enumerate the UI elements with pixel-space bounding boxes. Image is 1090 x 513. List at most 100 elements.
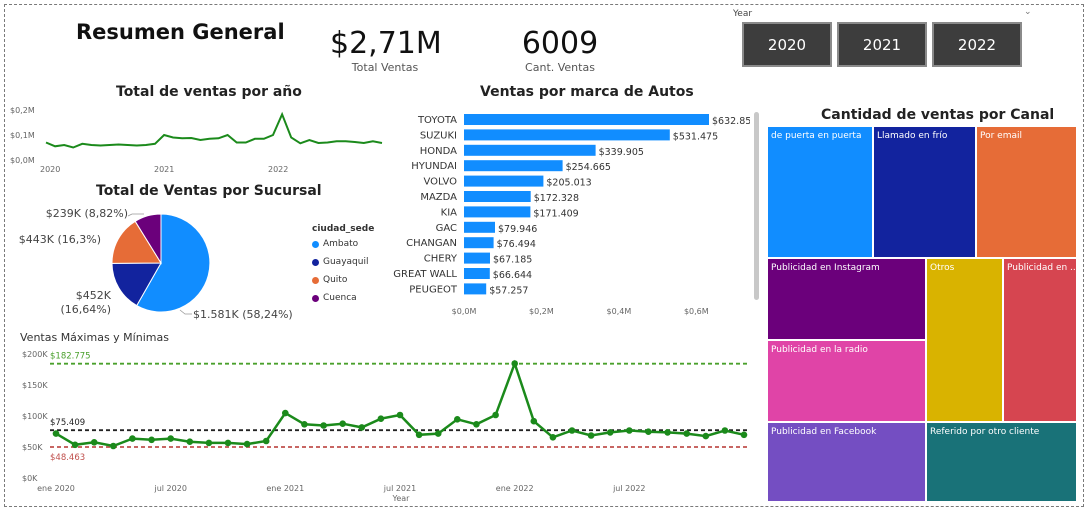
x-tick: $0,6M <box>684 307 709 316</box>
data-point <box>377 415 385 422</box>
year-button-2021[interactable]: 2021 <box>837 22 927 67</box>
data-point <box>282 409 289 417</box>
bar-honda <box>464 144 596 156</box>
kpi-total-ventas: $2,71M Total Ventas <box>330 26 442 74</box>
data-point <box>434 430 442 437</box>
x-tick: 2022 <box>268 165 288 174</box>
bar-chart-scrollbar[interactable] <box>754 112 759 300</box>
bar-hyundai <box>464 160 563 172</box>
data-point <box>530 417 538 425</box>
year-button-2022[interactable]: 2022 <box>932 22 1022 67</box>
bar-suzuki <box>464 129 670 141</box>
data-point <box>549 434 557 441</box>
bar-value-label: $339.905 <box>599 147 644 158</box>
x-tick: 2021 <box>154 165 174 174</box>
bar-category-label: PEUGEOT <box>409 284 458 295</box>
kpi-cant-ventas: 6009 Cant. Ventas <box>515 26 605 74</box>
bar-value-label: $172.328 <box>534 193 579 204</box>
y-tick: $100K <box>22 412 48 421</box>
y-tick: $0,2M <box>10 106 35 115</box>
data-point <box>721 427 729 434</box>
data-point <box>320 422 327 429</box>
x-tick: jul 2021 <box>383 484 416 493</box>
y-tick: $0,1M <box>10 131 35 140</box>
data-point <box>740 431 748 439</box>
bar-value-label: $531.475 <box>673 131 718 142</box>
bar-value-label: $76.494 <box>497 239 536 250</box>
bar-toyota <box>464 114 709 125</box>
chart-title-ventas-marca: Ventas por marca de Autos <box>480 84 694 100</box>
y-tick: $150K <box>22 381 48 390</box>
data-point <box>568 427 576 434</box>
bar-value-label: $632.851 <box>712 116 750 127</box>
chart-ventas-marca: TOYOTA $632.851 SUZUKI $531.475 HONDA $339.90… <box>393 114 750 316</box>
data-point <box>492 411 499 419</box>
x-tick: jul 2020 <box>153 484 186 493</box>
bar-value-label: $66.644 <box>493 270 532 281</box>
legend-item-quito[interactable]: Quito <box>312 275 347 285</box>
data-point <box>243 440 251 448</box>
legend-label: Quito <box>323 275 348 285</box>
x-tick: jul 2022 <box>612 484 645 493</box>
chart-title-canal: Cantidad de ventas por Canal <box>821 107 1055 123</box>
x-tick: ene 2022 <box>496 484 534 493</box>
y-tick: $0K <box>22 474 38 483</box>
chart-title-max-min: Ventas Máximas y Mínimas <box>20 331 169 344</box>
bar-gac <box>464 221 495 233</box>
page-title: Resumen General <box>76 20 285 44</box>
pie-slice-ambato <box>136 213 211 313</box>
bar-category-label: MAZDA <box>420 192 457 203</box>
data-point <box>301 421 308 428</box>
bar-category-label: HYUNDAI <box>411 161 457 172</box>
bar-changan <box>464 237 494 249</box>
bar-value-label: $67.185 <box>493 255 532 266</box>
data-point <box>262 437 270 445</box>
legend-label: Cuenca <box>323 293 357 303</box>
data-point <box>167 435 174 442</box>
bar-value-label: $205.013 <box>546 178 591 189</box>
data-point <box>110 442 117 450</box>
data-point <box>396 411 404 419</box>
x-tick: $0,2M <box>529 307 554 316</box>
legend-item-ambato[interactable]: Ambato <box>312 239 358 249</box>
legend-item-guayaquil[interactable]: Guayaquil <box>312 257 368 267</box>
data-point <box>224 439 232 447</box>
pie-legend-title: ciudad_sede <box>312 224 375 234</box>
data-point <box>645 428 652 435</box>
data-point <box>626 427 633 434</box>
data-point <box>90 439 98 446</box>
data-point <box>415 431 423 439</box>
pie-slice-quito <box>111 220 162 264</box>
data-point <box>52 430 60 437</box>
legend-label: Ambato <box>323 239 359 249</box>
chart-max-min: $200K $150K $100K $50K $0K $182.775 $75.409 $48… <box>22 350 750 503</box>
data-point <box>129 435 136 442</box>
bar-category-label: KIA <box>441 207 458 218</box>
legend-item-cuenca[interactable]: Cuenca <box>312 293 357 303</box>
chart-title-ventas-por-anio: Total de ventas por año <box>116 84 302 100</box>
year-button-2020[interactable]: 2020 <box>742 22 832 67</box>
ref-label-max: $182.775 <box>50 352 91 362</box>
pie-data-label-quito: $443K (16,3%) <box>19 233 101 246</box>
x-tick: 2020 <box>40 165 60 174</box>
pie-slice-guayaquil <box>111 262 162 307</box>
y-tick: $0,0M <box>10 156 35 165</box>
bar-peugeot <box>464 283 487 295</box>
bar-volvo <box>464 175 544 187</box>
bar-category-label: CHERY <box>424 254 458 265</box>
data-point <box>358 424 366 431</box>
series-line-max-min <box>55 359 745 448</box>
bar-great-wall <box>464 268 490 279</box>
bar-category-label: GAC <box>436 223 457 234</box>
data-point <box>664 429 671 436</box>
bar-mazda <box>464 191 531 202</box>
year-slicer-label: Year <box>733 9 753 19</box>
chart-title-ventas-sucursal: Total de Ventas por Sucursal <box>96 183 322 199</box>
ref-label-min: $48.463 <box>50 453 85 463</box>
pie-data-label-cuenca: $239K (8,82%) <box>46 207 128 220</box>
kpi-total-ventas-value: $2,71M <box>330 26 442 61</box>
kpi-total-ventas-label: Total Ventas <box>351 61 419 74</box>
bar-category-label: HONDA <box>420 146 457 157</box>
data-point <box>454 416 461 423</box>
chevron-down-icon[interactable]: ⌄ <box>1024 7 1032 17</box>
